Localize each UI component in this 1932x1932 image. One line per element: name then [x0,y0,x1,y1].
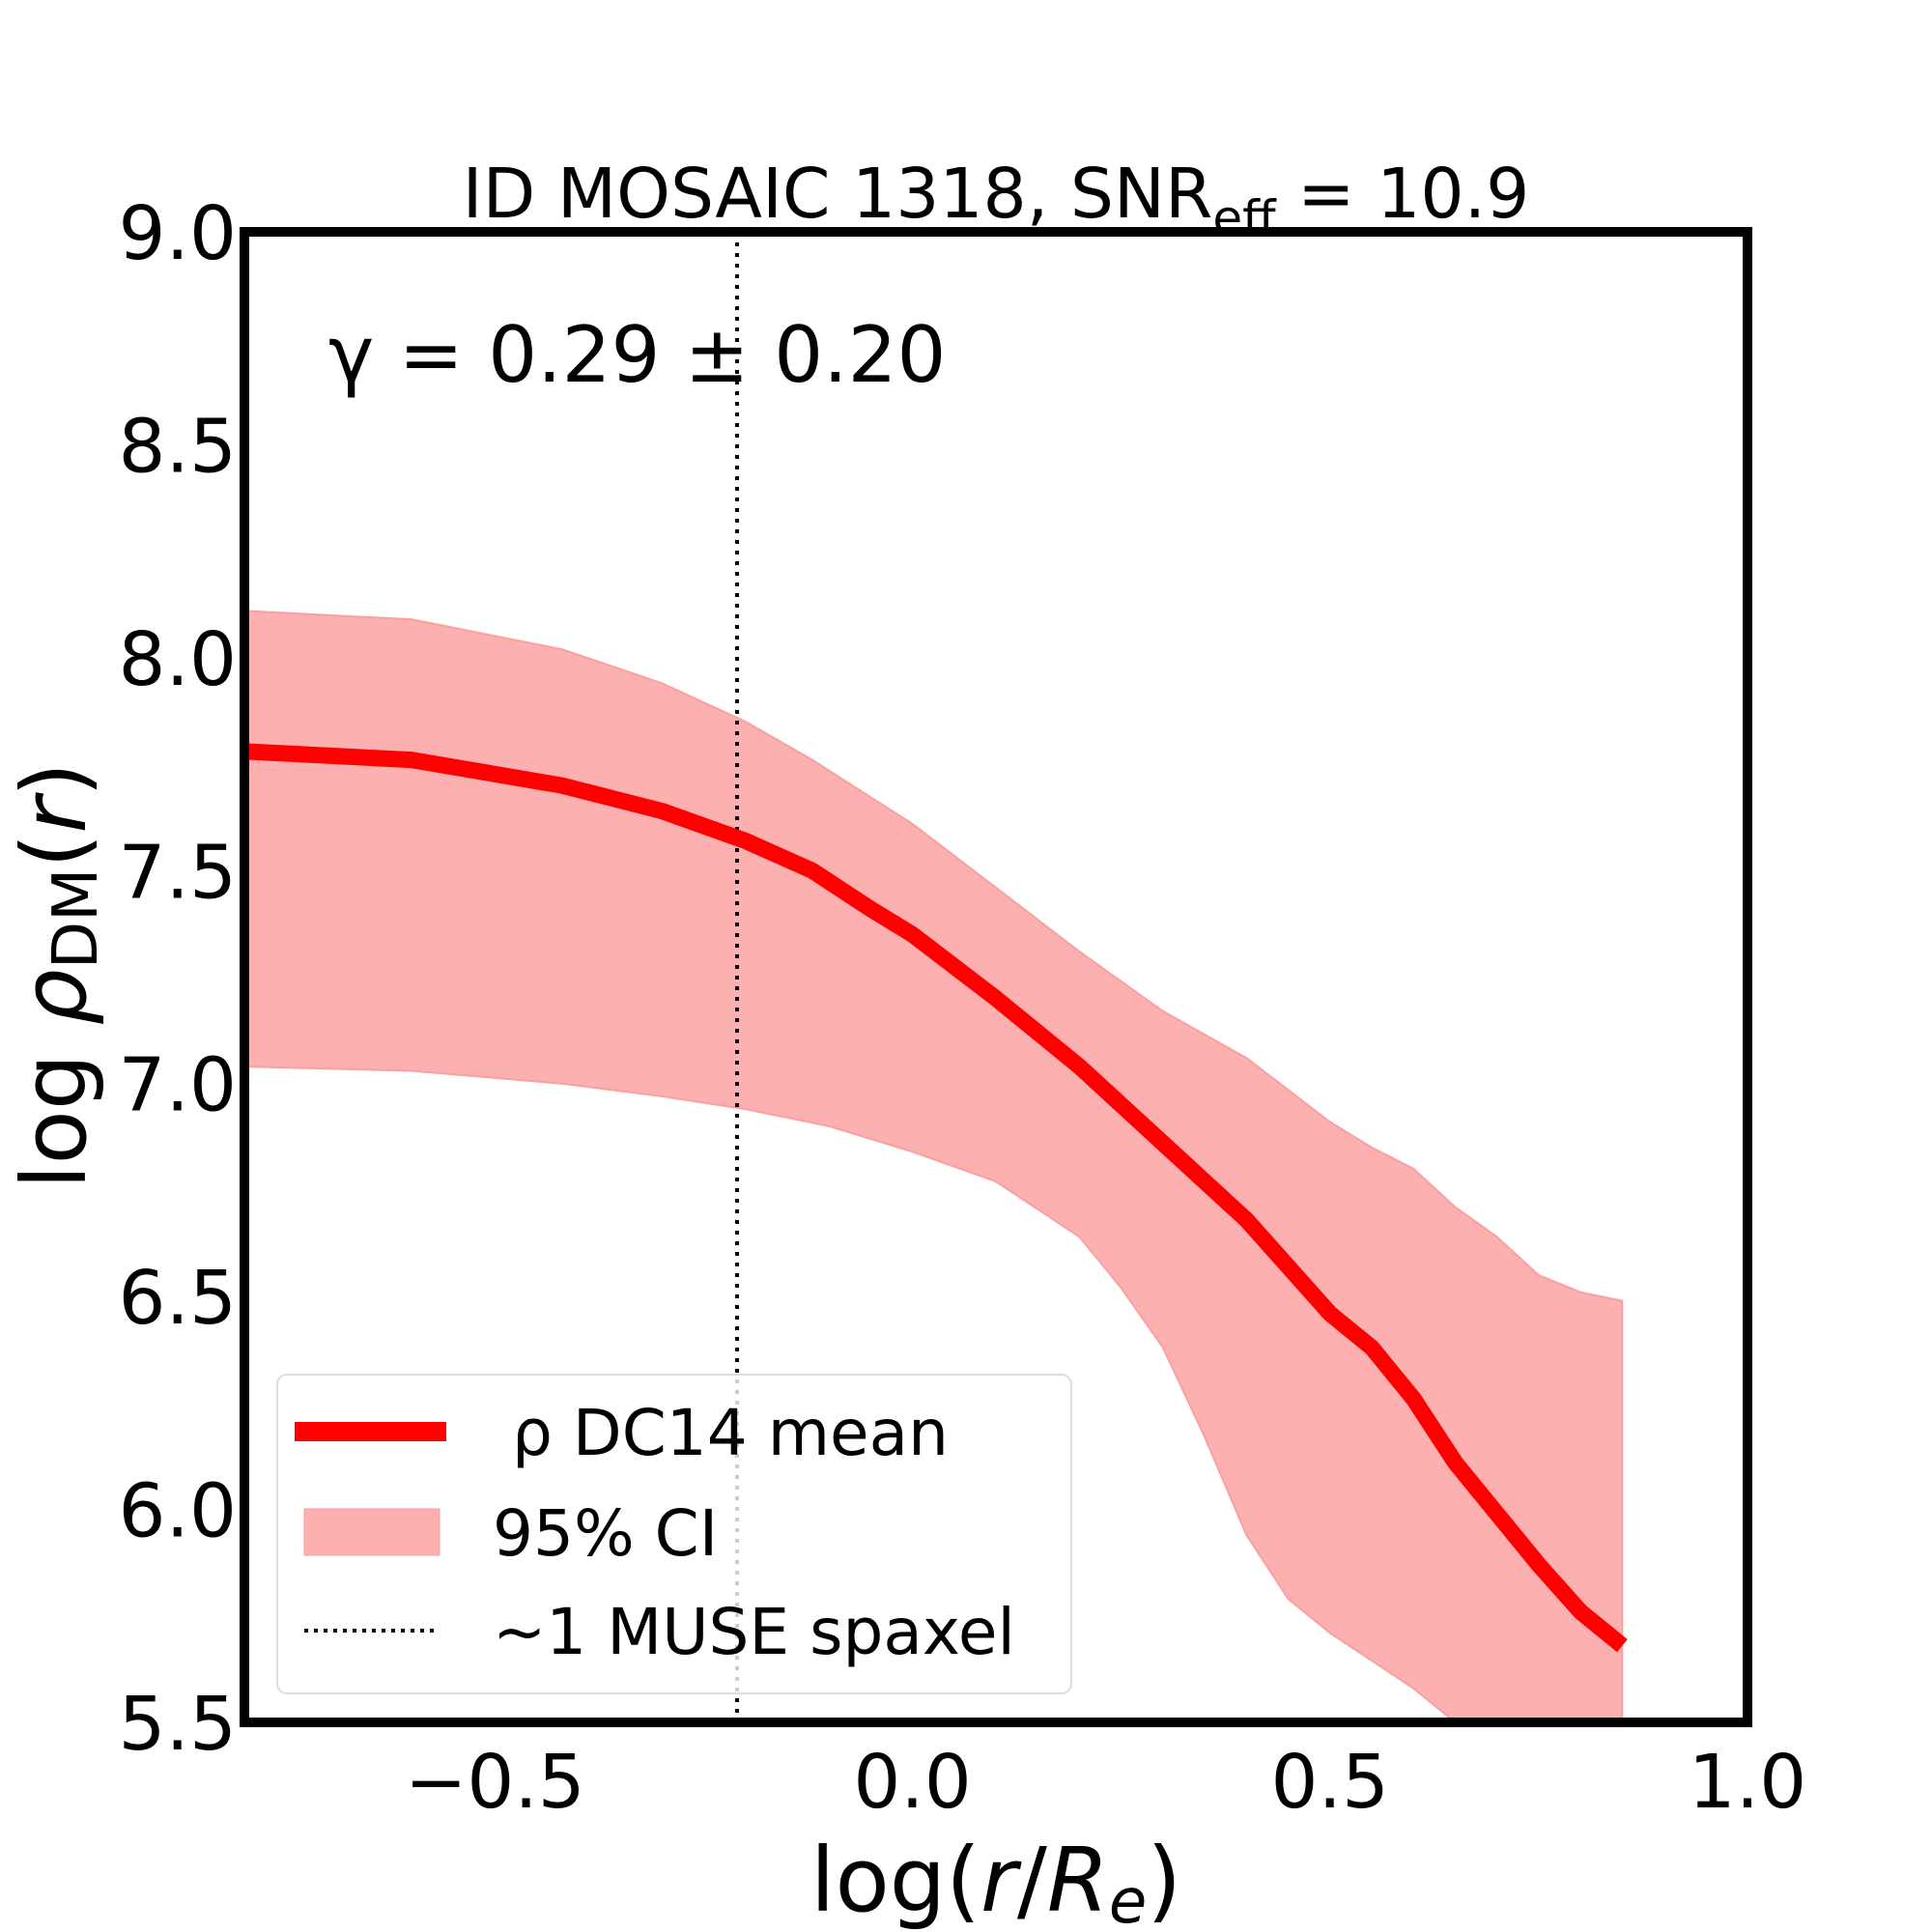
y-tick-label: 5.5 [119,1682,237,1768]
legend-ci-label: 95% CI [493,1496,718,1571]
y-tick-label: 6.0 [119,1469,237,1555]
y-axis-label: log ρDM(r) [3,762,112,1189]
x-axis-label: log(r/Re) [810,1829,1181,1932]
x-tick-label: 0.5 [1271,1740,1389,1826]
legend-box [276,1374,1072,1694]
legend-mean-label: ρ DC14 mean [512,1396,949,1470]
ci-band [244,610,1624,1722]
chart-title: ID MOSAIC 1318, SNReff = 10.9 [463,154,1530,246]
legend: ρ DC14 mean 95% CI ~1 MUSE spaxel [276,1374,1072,1694]
axes-frame [240,227,1752,1727]
y-tick-label: 9.0 [119,191,237,277]
y-tick-label: 8.5 [119,404,237,490]
legend-spaxel-label: ~1 MUSE spaxel [493,1595,1015,1669]
mean-line [244,743,1628,1653]
y-tick-label: 7.0 [119,1043,237,1129]
x-tick-label: 0.0 [853,1740,971,1826]
y-tick-label: 8.0 [119,617,237,703]
gamma-annotation: γ = 0.29 ± 0.20 [328,310,946,400]
x-tick-label: −0.5 [405,1740,585,1826]
y-tick-label: 7.5 [119,830,237,916]
y-tick-label: 6.5 [119,1256,237,1342]
legend-ci-swatch [303,1508,440,1556]
x-tick-label: 1.0 [1689,1740,1806,1826]
